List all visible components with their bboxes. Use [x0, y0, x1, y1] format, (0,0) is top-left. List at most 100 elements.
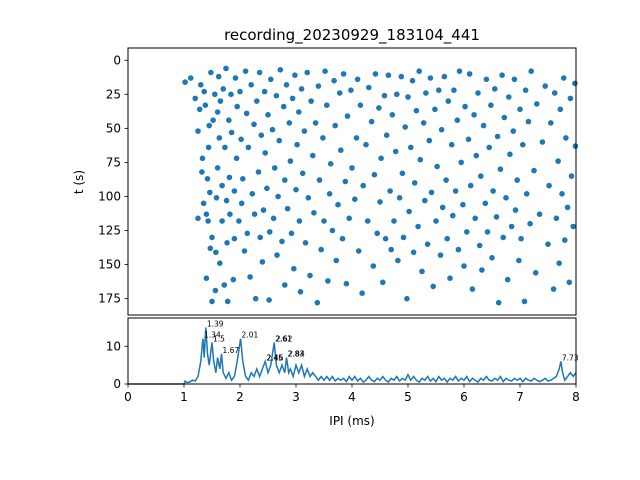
raster-point: [199, 155, 206, 162]
raster-point: [525, 118, 532, 125]
x-tick-label: 1: [180, 390, 188, 404]
raster-point: [430, 283, 437, 290]
raster-point: [187, 75, 194, 81]
raster-point: [296, 218, 303, 224]
raster-point: [427, 75, 434, 81]
raster-point: [501, 114, 508, 121]
y-tick-label: 175: [98, 292, 121, 306]
raster-point: [545, 241, 551, 247]
raster-point: [257, 234, 264, 241]
raster-point: [329, 227, 336, 234]
raster-point: [413, 107, 420, 114]
raster-point: [497, 166, 504, 172]
raster-point: [415, 223, 421, 230]
raster-point: [493, 214, 500, 220]
y-tick-label: 25: [106, 87, 121, 101]
raster-point: [315, 83, 322, 89]
raster-point: [215, 73, 222, 80]
raster-point: [182, 79, 188, 85]
raster-point: [327, 161, 334, 167]
raster-point: [228, 91, 234, 98]
raster-point: [378, 155, 384, 162]
raster-point: [518, 235, 524, 242]
raster-point: [207, 245, 214, 252]
raster-point: [391, 218, 397, 224]
raster-point: [236, 218, 242, 224]
raster-point: [282, 282, 288, 288]
raster-point: [338, 147, 344, 153]
raster-point: [506, 94, 512, 100]
raster-point: [266, 229, 273, 235]
raster-point: [366, 84, 372, 91]
raster-point: [478, 173, 484, 179]
raster-point: [488, 102, 494, 108]
raster-point: [456, 68, 463, 74]
x-tick-label: 4: [348, 390, 356, 404]
raster-point: [451, 87, 457, 93]
raster-point: [287, 158, 294, 164]
raster-point: [324, 102, 330, 108]
raster-point: [238, 136, 244, 143]
raster-point: [283, 82, 290, 88]
raster-point: [402, 124, 409, 130]
raster-point: [499, 72, 505, 78]
raster-point: [224, 240, 230, 246]
raster-point: [562, 237, 568, 243]
raster-point: [208, 69, 214, 76]
raster-point: [196, 106, 203, 113]
raster-point: [353, 135, 360, 141]
raster-point: [555, 158, 561, 164]
raster-point: [428, 189, 435, 196]
raster-point: [511, 76, 518, 83]
raster-point: [340, 71, 347, 77]
raster-point: [223, 65, 229, 72]
raster-point: [521, 298, 528, 305]
raster-point: [503, 195, 509, 201]
ipi-y-ticks: 0 10: [106, 339, 128, 391]
raster-point: [310, 152, 316, 159]
raster-point: [301, 128, 308, 134]
raster-point: [404, 295, 410, 302]
raster-point: [479, 267, 485, 273]
raster-point: [214, 109, 221, 115]
raster-point: [220, 86, 226, 92]
raster-point: [394, 91, 400, 98]
y-tick-label: 150: [98, 258, 121, 272]
ipi-x-ticks: 0 1 2 3 4 5 6 7 8: [124, 384, 580, 404]
raster-point: [238, 200, 245, 207]
raster-point: [360, 182, 367, 189]
raster-point: [261, 88, 268, 95]
raster-point: [438, 126, 445, 133]
raster-point: [354, 76, 361, 83]
raster-point: [231, 235, 238, 242]
peak-label: 2.61: [275, 335, 292, 344]
raster-point: [517, 106, 523, 113]
raster-point: [262, 150, 269, 156]
peak-label: 2.45: [266, 353, 283, 362]
raster-point: [471, 112, 477, 118]
raster-point: [539, 139, 546, 145]
raster-point: [426, 137, 433, 144]
peak-label: 2.84: [288, 350, 305, 359]
raster-point: [234, 103, 240, 110]
raster-point: [466, 71, 473, 77]
raster-point: [372, 71, 379, 77]
raster-y-axis-label: t (s): [72, 170, 86, 194]
ipi-panel: 1.391.341.51.672.012.452.462.612.622.832…: [106, 317, 580, 428]
raster-point: [214, 165, 221, 171]
raster-point: [333, 257, 340, 264]
raster-point: [251, 211, 258, 217]
raster-points: [182, 65, 579, 306]
raster-point: [395, 257, 401, 264]
raster-point: [411, 180, 418, 186]
raster-point: [422, 197, 428, 204]
raster-point: [291, 265, 297, 272]
raster-point: [568, 173, 575, 179]
raster-point: [219, 182, 225, 189]
raster-point: [510, 128, 517, 134]
raster-point: [500, 234, 507, 241]
raster-point: [423, 90, 429, 96]
raster-point: [368, 118, 375, 125]
raster-point: [269, 126, 276, 133]
raster-point: [349, 165, 355, 171]
